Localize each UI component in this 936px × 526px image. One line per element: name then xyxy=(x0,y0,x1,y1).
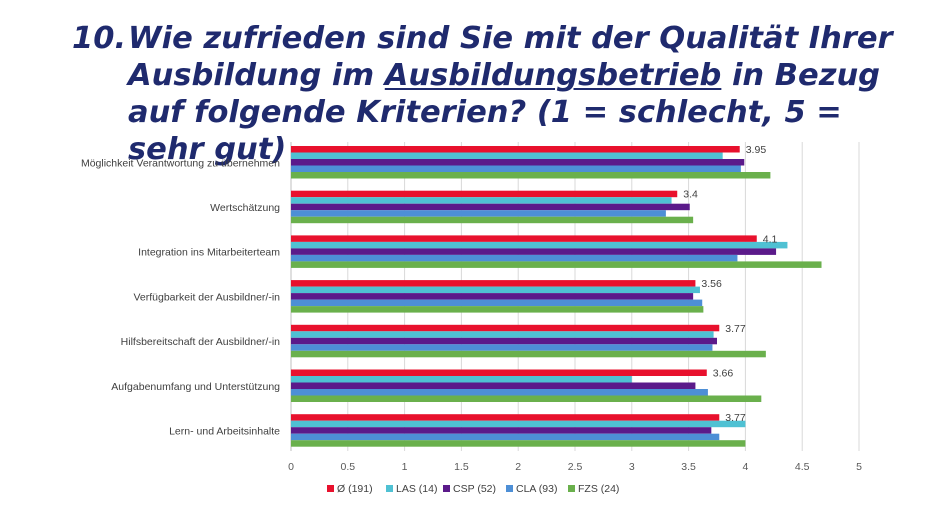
bar xyxy=(291,420,746,428)
bar xyxy=(291,414,720,421)
bar xyxy=(291,382,696,389)
bar xyxy=(291,203,690,211)
data-labels: 3.95 3.4 4.1 3.56 3.77 3.66 3.77 xyxy=(683,144,777,424)
bar xyxy=(291,293,694,300)
legend-label: LAS (14) xyxy=(396,483,437,495)
bar xyxy=(291,241,788,249)
x-tick-label: 3 xyxy=(629,461,635,473)
x-tick-label: 0 xyxy=(288,461,294,473)
bar xyxy=(291,235,757,242)
bar xyxy=(291,306,704,313)
legend-swatch xyxy=(568,485,575,492)
legend: Ø (191) LAS (14) CSP (52) CLA (93) FZS (24) xyxy=(327,483,619,495)
x-tick-label: 4 xyxy=(742,461,748,473)
title-text-part1: Wie zufrieden sind Sie mit der Qualität … xyxy=(128,21,893,93)
data-label: 3.77 xyxy=(725,323,746,335)
bar xyxy=(291,350,766,358)
data-label: 4.1 xyxy=(763,233,778,245)
data-label: 3.4 xyxy=(683,189,698,201)
data-label: 3.66 xyxy=(713,368,734,380)
x-tick-label: 4.5 xyxy=(795,461,810,473)
bar xyxy=(291,440,746,447)
category-label: Verfügbarkeit der Ausbildner/-in xyxy=(133,291,280,303)
bar xyxy=(291,159,745,166)
question-number: 10. xyxy=(72,21,127,56)
bar xyxy=(291,172,771,179)
bar xyxy=(291,389,708,396)
x-tick-label: 1.5 xyxy=(454,461,469,473)
bar xyxy=(291,331,714,338)
bar xyxy=(291,190,678,198)
x-tick-label: 2 xyxy=(515,461,521,473)
bar-series xyxy=(291,146,822,447)
category-label: Lern- und Arbeitsinhalte xyxy=(169,425,280,437)
legend-swatch xyxy=(443,485,450,492)
bar xyxy=(291,146,740,153)
data-label: 3.56 xyxy=(701,278,722,290)
legend-swatch xyxy=(327,485,334,492)
category-label: Hilfsbereitschaft der Ausbildner/-in xyxy=(121,336,280,348)
legend-label: CLA (93) xyxy=(516,483,557,495)
bar xyxy=(291,248,777,255)
bar xyxy=(291,369,707,376)
bar xyxy=(291,216,694,224)
bar xyxy=(291,344,713,351)
legend-swatch xyxy=(386,485,393,492)
bar xyxy=(291,280,696,287)
bar xyxy=(291,433,720,441)
bar xyxy=(291,261,822,268)
chart-title: 10. Wie zufrieden sind Sie mit der Quali… xyxy=(72,20,922,168)
category-label: Integration ins Mitarbeiterteam xyxy=(138,247,280,259)
bar xyxy=(291,286,700,294)
title-text-part2: in Bezug auf folgende Kriterien? (1 = sc… xyxy=(128,58,880,167)
bar xyxy=(291,210,666,217)
category-labels: Möglichkeit Verantwortung zu übernehmen W… xyxy=(81,157,280,437)
data-label: 3.77 xyxy=(725,412,746,424)
legend-swatch xyxy=(506,485,513,492)
bar xyxy=(291,197,672,204)
bar xyxy=(291,337,717,345)
bar xyxy=(291,376,632,383)
x-tick-label: 3.5 xyxy=(681,461,696,473)
x-tick-label: 5 xyxy=(856,461,862,473)
bar xyxy=(291,427,712,434)
bar xyxy=(291,152,723,159)
bar xyxy=(291,324,720,332)
x-tick-label: 1 xyxy=(402,461,408,473)
data-label: 3.95 xyxy=(746,144,767,156)
bar xyxy=(291,299,703,307)
legend-label: CSP (52) xyxy=(453,483,496,495)
x-tick-label: 2.5 xyxy=(568,461,583,473)
bar xyxy=(291,395,762,402)
x-axis-ticks: 0 0.5 1 1.5 2 2.5 3 3.5 4 4.5 5 xyxy=(288,461,862,473)
category-label: Wertschätzung xyxy=(210,202,280,214)
title-underlined-word: Ausbildungsbetrieb xyxy=(384,58,722,93)
bar xyxy=(291,254,738,262)
legend-label: FZS (24) xyxy=(578,483,619,495)
x-tick-label: 0.5 xyxy=(340,461,355,473)
category-label: Möglichkeit Verantwortung zu übernehmen xyxy=(81,157,280,169)
legend-label: Ø (191) xyxy=(337,483,373,495)
question-text: Wie zufrieden sind Sie mit der Qualität … xyxy=(72,20,922,168)
bar xyxy=(291,165,741,172)
category-label: Aufgabenumfang und Unterstützung xyxy=(111,381,280,393)
